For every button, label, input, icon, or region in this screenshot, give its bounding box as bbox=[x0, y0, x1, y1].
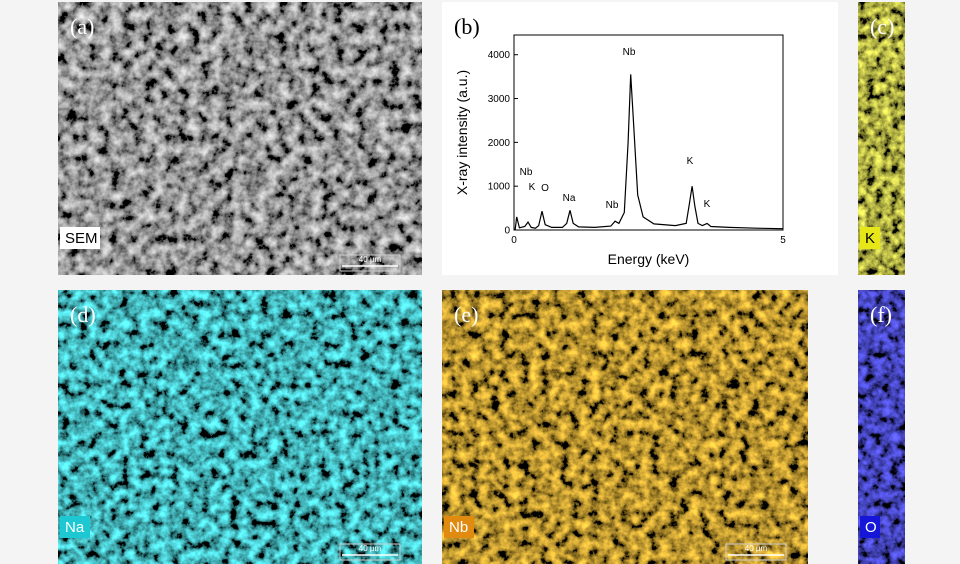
element-tag-box bbox=[860, 227, 880, 249]
micrograph-texture bbox=[58, 290, 422, 564]
peak-label: K bbox=[704, 199, 711, 210]
scale-bar-label: 40 µm bbox=[359, 255, 382, 264]
peak-label: Nb bbox=[606, 200, 619, 211]
spectrum-line bbox=[514, 74, 784, 231]
element-tag: O bbox=[865, 519, 877, 536]
plot-frame bbox=[513, 34, 784, 231]
micrograph-texture bbox=[58, 2, 422, 275]
y-tick-label: 4000 bbox=[488, 50, 511, 61]
scale-bar bbox=[725, 543, 787, 561]
peak-label: K bbox=[687, 156, 694, 167]
scale-bar bbox=[339, 543, 401, 561]
peak-label: Nb bbox=[623, 47, 636, 58]
y-axis-label: X-ray intensity (a.u.) bbox=[454, 70, 470, 195]
peak-label: O bbox=[541, 183, 549, 194]
micrograph-texture bbox=[442, 290, 808, 564]
scale-bar-label: 40 µm bbox=[745, 544, 768, 553]
panel-label: (e) bbox=[454, 302, 478, 327]
y-tick-label: 3000 bbox=[488, 94, 511, 105]
panel-label: (d) bbox=[70, 302, 96, 327]
element-tag: Na bbox=[65, 519, 85, 536]
panel-label: (f) bbox=[870, 302, 892, 327]
panel-label: (c) bbox=[870, 14, 894, 39]
y-tick-label: 2000 bbox=[488, 138, 511, 149]
element-tag: Nb bbox=[449, 519, 468, 536]
x-axis-label: Energy (keV) bbox=[608, 251, 690, 267]
scale-bar bbox=[339, 254, 401, 272]
panel-label: (b) bbox=[454, 14, 480, 39]
element-tag-box bbox=[444, 516, 474, 538]
element-tag: K bbox=[865, 230, 875, 247]
x-tick-label: 0 bbox=[511, 235, 517, 246]
element-tag: SEM bbox=[65, 230, 98, 247]
element-tag-box bbox=[860, 516, 880, 538]
y-tick-label: 1000 bbox=[488, 182, 511, 193]
peak-label: K bbox=[529, 182, 536, 193]
element-tag-box bbox=[60, 516, 90, 538]
x-tick-label: 5 bbox=[780, 235, 786, 246]
scale-bar-label: 40 µm bbox=[359, 544, 382, 553]
panel-label: (a) bbox=[70, 14, 94, 39]
element-tag-box bbox=[60, 227, 100, 249]
peak-label: Na bbox=[563, 193, 576, 204]
y-tick-label: 0 bbox=[504, 226, 510, 237]
peak-label: Nb bbox=[520, 167, 533, 178]
